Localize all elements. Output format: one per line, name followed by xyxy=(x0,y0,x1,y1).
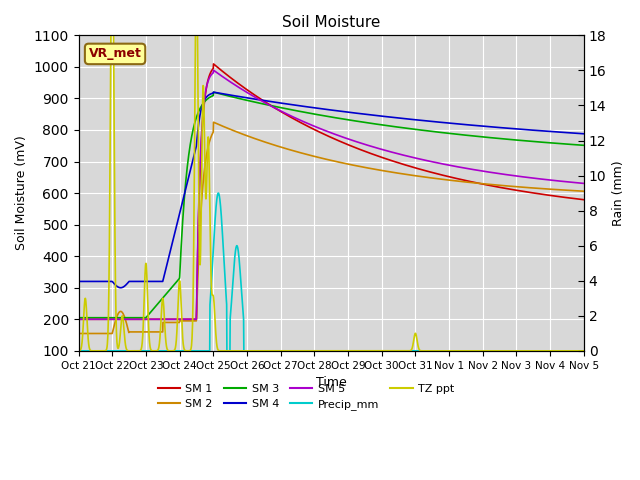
Y-axis label: Rain (mm): Rain (mm) xyxy=(612,160,625,226)
Title: Soil Moisture: Soil Moisture xyxy=(282,15,380,30)
Y-axis label: Soil Moisture (mV): Soil Moisture (mV) xyxy=(15,136,28,251)
Text: VR_met: VR_met xyxy=(88,48,141,60)
X-axis label: Time: Time xyxy=(316,376,346,389)
Legend: SM 1, SM 2, SM 3, SM 4, SM 5, Precip_mm, TZ ppt: SM 1, SM 2, SM 3, SM 4, SM 5, Precip_mm,… xyxy=(153,379,459,415)
